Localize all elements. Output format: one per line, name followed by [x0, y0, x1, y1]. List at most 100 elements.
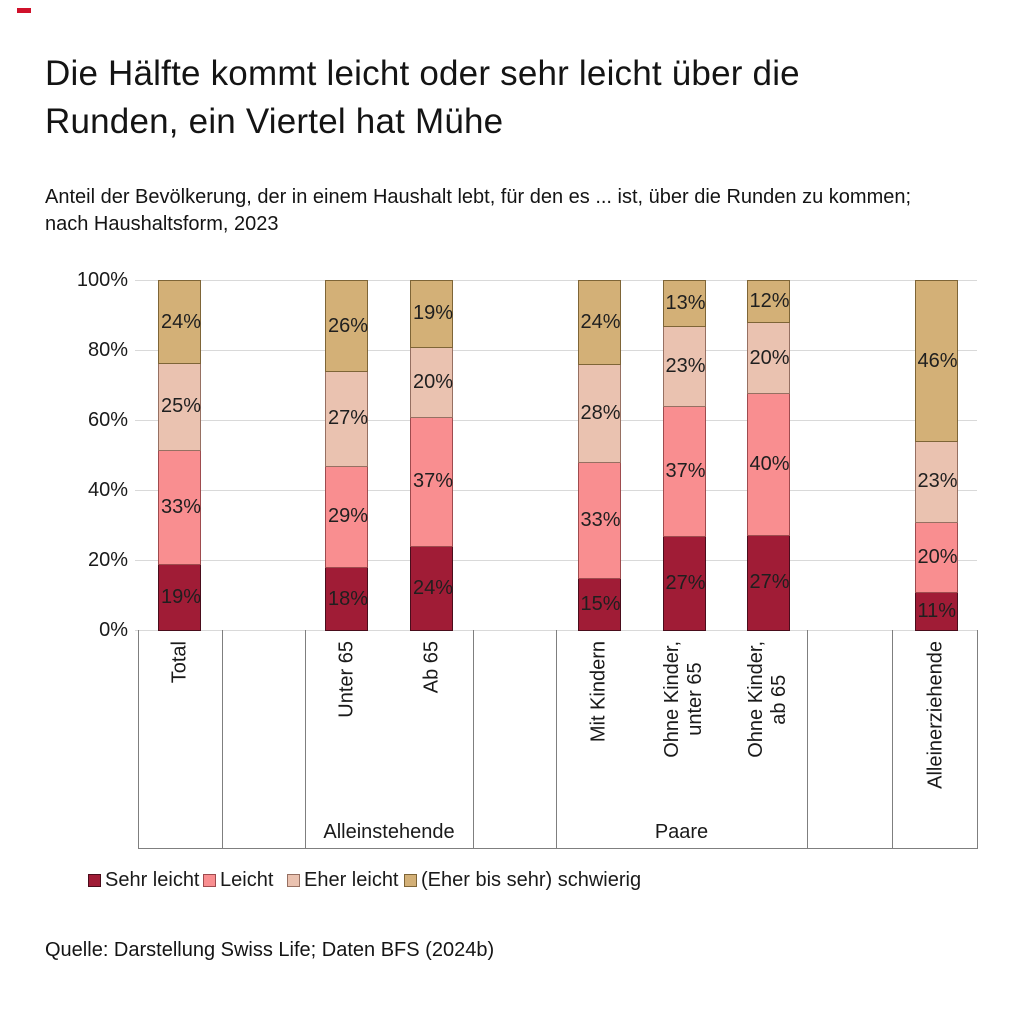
bar-value-label: 12%	[749, 290, 790, 313]
gridline	[135, 560, 977, 561]
bar-segment: 18%	[325, 567, 368, 631]
legend-swatch	[203, 874, 216, 887]
legend-item: Eher leicht	[287, 869, 399, 892]
bar-value-label: 19%	[161, 586, 202, 609]
bar-value-label: 33%	[580, 508, 621, 531]
group-label: Alleinstehende	[323, 821, 455, 843]
bar-value-label: 40%	[749, 452, 790, 475]
y-tick-label: 0%	[99, 619, 128, 641]
bar-segment: 25%	[158, 363, 201, 451]
legend-label: Eher leicht	[304, 869, 399, 891]
bar-value-label: 24%	[580, 311, 621, 333]
bar-segment: 11%	[914, 591, 958, 631]
y-tick-label: 100%	[76, 269, 128, 291]
bar-value-label: 33%	[161, 495, 202, 518]
bar-value-label: 23%	[917, 470, 958, 493]
legend-swatch	[88, 874, 101, 887]
bar-value-label: 20%	[749, 346, 790, 369]
bar-value-label: 26%	[328, 314, 369, 337]
axis-box-line	[222, 630, 223, 848]
bar-segment: 12%	[746, 280, 790, 324]
bar-value-label: 25%	[161, 395, 202, 418]
bar-value-label: 20%	[413, 370, 454, 393]
bar-value-label: 13%	[665, 291, 706, 314]
bar-segment: 24%	[158, 280, 202, 365]
legend-item: Leicht	[203, 869, 273, 892]
bar-value-label: 11%	[917, 599, 957, 622]
bar-segment: 40%	[746, 393, 790, 536]
x-category-label: Ohne Kinder, ab 65	[745, 641, 790, 758]
bar-segment: 19%	[410, 280, 453, 348]
x-category-label: Unter 65	[335, 641, 357, 718]
bar-value-label: 29%	[328, 505, 369, 528]
legend-label: Leicht	[220, 869, 274, 891]
bar-value-label: 28%	[580, 402, 621, 424]
x-category-label: Total	[168, 641, 190, 684]
axis-box-bottom-line	[138, 848, 978, 849]
bar-segment: 23%	[662, 325, 706, 407]
bar-value-label: 27%	[749, 571, 790, 594]
bar-value-label: 18%	[328, 587, 369, 610]
y-tick-label: 60%	[87, 409, 128, 431]
bar-segment: 20%	[746, 322, 790, 395]
bar-segment: 26%	[325, 280, 368, 372]
axis-box-line	[138, 630, 139, 848]
bar-value-label: 27%	[328, 407, 369, 430]
y-tick-label: 80%	[87, 339, 128, 361]
bar-segment: 27%	[662, 535, 706, 631]
legend-label: Sehr leicht	[105, 869, 200, 891]
bar-segment: 19%	[158, 564, 201, 631]
bar-value-label: 20%	[917, 545, 958, 568]
brand-mark	[17, 8, 31, 13]
bar-segment: 28%	[577, 364, 621, 463]
axis-box-line	[977, 630, 978, 848]
bar-value-label: 15%	[580, 592, 621, 615]
x-category-label: Mit Kindern	[587, 641, 610, 743]
bar-segment: 46%	[914, 280, 958, 442]
group-label: Paare	[654, 821, 709, 843]
axis-box-line	[473, 630, 474, 848]
bar-value-label: 37%	[665, 459, 706, 482]
bar-value-label: 23%	[665, 354, 706, 377]
bar-segment: 20%	[914, 521, 958, 593]
x-category-label: Ab 65	[420, 641, 442, 694]
chart-subtitle: Anteil der Bevölkerung, der in einem Hau…	[45, 186, 912, 235]
x-category-label: Ohne Kinder, unter 65	[661, 641, 706, 758]
bar-segment: 37%	[662, 406, 706, 537]
axis-box-line	[305, 630, 306, 848]
gridline	[135, 280, 977, 281]
legend-item: (Eher bis sehr) schwierig	[404, 869, 641, 892]
legend-swatch	[287, 874, 300, 887]
bar-segment: 29%	[325, 465, 369, 568]
bar-segment: 24%	[410, 546, 453, 631]
legend-swatch	[404, 874, 417, 887]
bar-segment: 23%	[914, 441, 958, 523]
y-tick-label: 20%	[87, 549, 128, 571]
x-category-label: Alleinerziehende	[924, 641, 947, 789]
bar-segment: 15%	[577, 577, 621, 631]
gridline	[135, 490, 977, 491]
legend-label: (Eher bis sehr) schwierig	[421, 869, 642, 891]
bar-value-label: 24%	[413, 577, 454, 599]
bar-segment: 27%	[746, 534, 790, 631]
gridline	[135, 350, 977, 351]
axis-box-line	[892, 630, 893, 848]
legend-item: Sehr leicht	[88, 869, 200, 892]
bar-segment: 24%	[577, 280, 621, 365]
bar-value-label: 24%	[161, 310, 202, 333]
y-tick-label: 40%	[87, 479, 128, 501]
bar-segment: 33%	[577, 462, 621, 579]
bar-segment: 13%	[662, 280, 706, 327]
bar-value-label: 19%	[413, 302, 454, 325]
bar-segment: 20%	[410, 346, 454, 418]
bar-segment: 33%	[158, 449, 202, 566]
bar-value-label: 46%	[917, 349, 958, 372]
bar-segment: 37%	[410, 416, 453, 547]
source-note: Quelle: Darstellung Swiss Life; Daten BF…	[45, 939, 495, 961]
bar-segment: 27%	[325, 371, 368, 467]
axis-box-line	[556, 630, 557, 848]
axis-box-line	[807, 630, 808, 848]
gridline	[135, 420, 977, 421]
bar-value-label: 27%	[665, 571, 706, 594]
